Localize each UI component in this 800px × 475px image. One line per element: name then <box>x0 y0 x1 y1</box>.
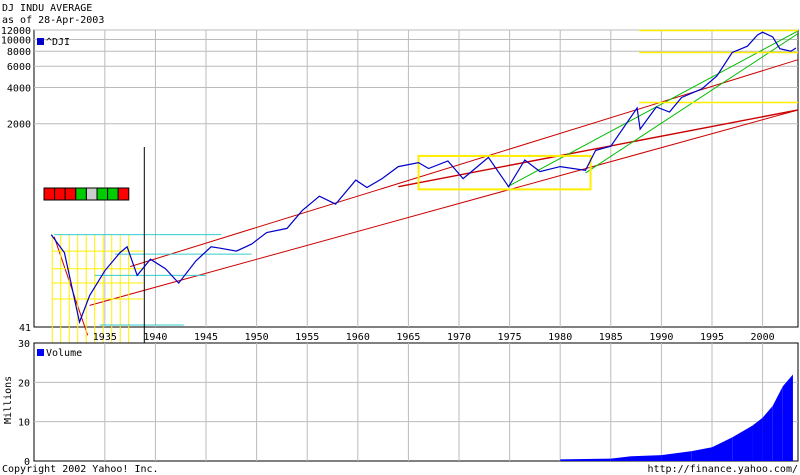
x-tick-label: 1980 <box>548 332 572 343</box>
price-grid <box>34 29 798 327</box>
volume-panel <box>33 342 799 462</box>
x-tick-label: 1965 <box>396 332 420 343</box>
trend-overlay <box>43 29 799 350</box>
yellow-consolidation-box <box>417 154 592 191</box>
y-tick-label: 4000 <box>7 83 31 94</box>
x-tick-label: 1975 <box>498 332 522 343</box>
signal-box <box>75 187 87 201</box>
y-tick-label: 12000 <box>1 26 31 37</box>
x-tick-label: 1990 <box>649 332 673 343</box>
volume-bar <box>661 451 692 461</box>
x-tick-label: 1995 <box>700 332 724 343</box>
volume-y-label: Millions <box>3 376 14 424</box>
volume-bars <box>560 374 793 461</box>
x-tick-label: 1940 <box>143 332 167 343</box>
volume-legend-label: Volume <box>46 348 82 359</box>
dji-legend-label: ^DJI <box>46 37 70 48</box>
volume-bar <box>772 386 783 461</box>
x-tick-label: 2000 <box>751 332 775 343</box>
signal-box <box>54 187 66 201</box>
red-channel-upper <box>129 59 799 268</box>
dji-price-line <box>50 31 797 325</box>
x-tick-label: 1950 <box>245 332 269 343</box>
x-tick-label: 1955 <box>295 332 319 343</box>
red-support-line <box>398 109 799 188</box>
signal-box <box>107 187 119 201</box>
signal-box <box>117 187 130 201</box>
volume-y-axis: 0 10 20 30 <box>18 339 30 468</box>
volume-y-tick-label: 30 <box>18 339 30 350</box>
x-tick-label: 1970 <box>447 332 471 343</box>
time-x-axis: 1935 1940 1945 1950 1955 1960 1965 1970 1975 1980… <box>93 332 775 343</box>
red-crash-line <box>53 236 89 336</box>
signal-box <box>64 187 77 201</box>
volume-bar <box>752 417 763 461</box>
x-tick-label: 1960 <box>346 332 370 343</box>
volume-y-tick-label: 20 <box>18 378 30 389</box>
signal-box <box>85 187 98 201</box>
signal-box <box>43 187 56 201</box>
volume-bar <box>560 458 611 461</box>
dji-legend-swatch <box>37 38 44 45</box>
volume-y-tick-label: 0 <box>24 457 30 468</box>
volume-grid <box>34 343 798 461</box>
copyright: Copyright 2002 Yahoo! Inc. <box>2 464 159 475</box>
volume-bar <box>762 405 773 461</box>
green-channel-upper <box>507 30 799 188</box>
volume-bar <box>610 456 632 461</box>
chart-title: DJ INDU AVERAGE <box>2 3 92 14</box>
volume-bar <box>782 374 793 461</box>
x-tick-label: 1985 <box>599 332 623 343</box>
price-series <box>50 31 797 325</box>
volume-y-tick-label: 10 <box>18 418 30 429</box>
volume-bar <box>631 455 662 461</box>
x-tick-label: 1945 <box>194 332 218 343</box>
y-tick-label: 2000 <box>7 120 31 131</box>
volume-bar <box>711 437 733 461</box>
volume-bar <box>691 447 712 461</box>
y-tick-label: 10000 <box>1 36 31 47</box>
volume-legend-swatch <box>37 349 44 356</box>
green-channel-lower <box>585 33 799 174</box>
chart-date: as of 28-Apr-2003 <box>2 15 104 26</box>
y-tick-label: 8000 <box>7 47 31 58</box>
y-tick-label: 41 <box>19 323 31 334</box>
y-tick-label: 6000 <box>7 62 31 73</box>
red-channel-lower <box>89 109 799 306</box>
volume-bar <box>732 425 753 461</box>
source-url: http://finance.yahoo.com/ <box>647 464 798 475</box>
signal-box <box>96 187 109 201</box>
x-tick-label: 1935 <box>93 332 117 343</box>
